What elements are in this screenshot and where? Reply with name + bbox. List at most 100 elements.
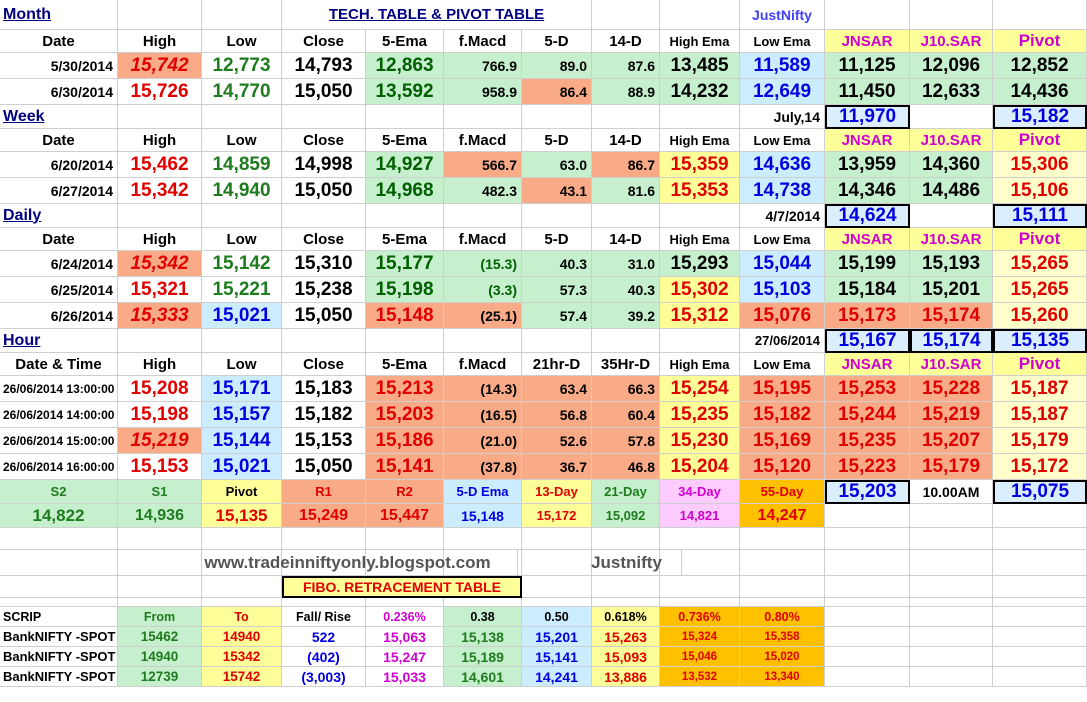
value-j10sar[interactable]: 12,096	[910, 53, 993, 79]
header-high[interactable]: High	[118, 353, 202, 376]
empty-cell[interactable]	[592, 528, 660, 550]
fibo-value-scrip[interactable]: BankNIFTY -SPOT	[0, 647, 118, 667]
empty-cell[interactable]	[282, 204, 366, 228]
empty-cell[interactable]	[282, 550, 366, 576]
empty-cell[interactable]	[660, 329, 740, 353]
empty-cell[interactable]	[910, 647, 993, 667]
fibo-header-f080[interactable]: 0.80%	[740, 607, 825, 627]
fibo-value-f0236[interactable]: 15,033	[366, 667, 444, 687]
empty-cell[interactable]	[282, 329, 366, 353]
pivot-label-5d-ema[interactable]: 5-D Ema	[444, 480, 522, 504]
header-j10sar[interactable]: J10.SAR	[910, 353, 993, 376]
pivot-label-r2[interactable]: R2	[366, 480, 444, 504]
header-high-ema[interactable]: High Ema	[660, 353, 740, 376]
value-date[interactable]: 6/26/2014	[0, 303, 118, 329]
fibo-value-f0736[interactable]: 15,324	[660, 627, 740, 647]
value-5d[interactable]: 57.3	[522, 277, 592, 303]
extra-time[interactable]: 10.00AM	[910, 480, 993, 504]
value-low[interactable]: 14,770	[202, 79, 282, 105]
pivot-label-34-day[interactable]: 34-Day	[660, 480, 740, 504]
empty-cell[interactable]	[202, 576, 282, 598]
header-fmacd[interactable]: f.Macd	[444, 353, 522, 376]
empty-cell[interactable]	[118, 329, 202, 353]
empty-cell[interactable]	[825, 667, 910, 687]
value-fmacd[interactable]: (16.5)	[444, 402, 522, 428]
value-jnsar[interactable]: 15,235	[825, 428, 910, 454]
header-low[interactable]: Low	[202, 228, 282, 251]
hour-summary-pivot[interactable]: 15,135	[993, 329, 1087, 353]
header-jnsar[interactable]: JNSAR	[825, 353, 910, 376]
value-high[interactable]: 15,153	[118, 454, 202, 480]
value-pivot[interactable]: 15,179	[993, 428, 1087, 454]
empty-cell[interactable]	[444, 598, 522, 607]
value-5d[interactable]: 56.8	[522, 402, 592, 428]
header-date[interactable]: Date	[0, 30, 118, 53]
empty-cell[interactable]	[202, 329, 282, 353]
value-high[interactable]: 15,333	[118, 303, 202, 329]
fibo-value-f0736[interactable]: 15,046	[660, 647, 740, 667]
pivot-value-55-day[interactable]: 14,247	[740, 504, 825, 528]
header-j10sar[interactable]: J10.SAR	[910, 30, 993, 53]
empty-cell[interactable]	[993, 598, 1087, 607]
header-jnsar[interactable]: JNSAR	[825, 30, 910, 53]
empty-cell[interactable]	[825, 550, 910, 576]
value-low[interactable]: 15,142	[202, 251, 282, 277]
empty-cell[interactable]	[444, 204, 522, 228]
fibo-value-f080[interactable]: 15,020	[740, 647, 825, 667]
empty-cell[interactable]	[740, 598, 825, 607]
value-low-ema[interactable]: 11,589	[740, 53, 825, 79]
empty-cell[interactable]	[660, 550, 740, 576]
pivot-label-r1[interactable]: R1	[282, 480, 366, 504]
header-close[interactable]: Close	[282, 30, 366, 53]
empty-cell[interactable]	[522, 598, 592, 607]
value-5-ema[interactable]: 15,148	[366, 303, 444, 329]
pivot-label-21-day[interactable]: 21-Day	[592, 480, 660, 504]
fibo-value-f0236[interactable]: 15,247	[366, 647, 444, 667]
empty-cell[interactable]	[592, 0, 660, 30]
header-low-ema[interactable]: Low Ema	[740, 353, 825, 376]
value-j10sar[interactable]: 15,179	[910, 454, 993, 480]
empty-cell[interactable]	[202, 0, 282, 30]
header-fmacd[interactable]: f.Macd	[444, 129, 522, 152]
header-5-ema[interactable]: 5-Ema	[366, 129, 444, 152]
header-fmacd[interactable]: f.Macd	[444, 228, 522, 251]
empty-cell[interactable]	[366, 105, 444, 129]
header-5-ema[interactable]: 5-Ema	[366, 30, 444, 53]
fibo-value-scrip[interactable]: BankNIFTY -SPOT	[0, 667, 118, 687]
value-14d[interactable]: 87.6	[592, 53, 660, 79]
header-jnsar[interactable]: JNSAR	[825, 129, 910, 152]
empty-cell[interactable]	[366, 204, 444, 228]
value-5-ema[interactable]: 13,592	[366, 79, 444, 105]
empty-cell[interactable]	[660, 576, 740, 598]
value-high[interactable]: 15,208	[118, 376, 202, 402]
value-14d[interactable]: 60.4	[592, 402, 660, 428]
header-pivot[interactable]: Pivot	[993, 228, 1087, 251]
value-5-ema[interactable]: 15,198	[366, 277, 444, 303]
fibo-value-f0618[interactable]: 13,886	[592, 667, 660, 687]
value-high[interactable]: 15,342	[118, 251, 202, 277]
empty-cell[interactable]	[118, 598, 202, 607]
value-date[interactable]: 26/06/2014 14:00:00	[0, 402, 118, 428]
value-5-ema[interactable]: 15,186	[366, 428, 444, 454]
empty-cell[interactable]	[993, 607, 1087, 627]
fibo-value-f080[interactable]: 13,340	[740, 667, 825, 687]
extra-jnsar[interactable]: 15,203	[825, 480, 910, 504]
header-5-ema[interactable]: 5-Ema	[366, 353, 444, 376]
value-j10sar[interactable]: 14,486	[910, 178, 993, 204]
pivot-value-s1[interactable]: 14,936	[118, 504, 202, 528]
pivot-value-34-day[interactable]: 14,821	[660, 504, 740, 528]
fibo-value-f0618[interactable]: 15,263	[592, 627, 660, 647]
daily-summary-pivot[interactable]: 15,111	[993, 204, 1087, 228]
value-14d[interactable]: 39.2	[592, 303, 660, 329]
pivot-value-13-day[interactable]: 15,172	[522, 504, 592, 528]
fibo-value-from[interactable]: 14940	[118, 647, 202, 667]
fibo-value-f0236[interactable]: 15,063	[366, 627, 444, 647]
value-high-ema[interactable]: 15,230	[660, 428, 740, 454]
value-close[interactable]: 15,050	[282, 178, 366, 204]
header-14d[interactable]: 14-D	[592, 228, 660, 251]
empty-cell[interactable]	[993, 550, 1087, 576]
empty-cell[interactable]	[202, 204, 282, 228]
pivot-label-s2[interactable]: S2	[0, 480, 118, 504]
empty-cell[interactable]	[118, 528, 202, 550]
header-jnsar[interactable]: JNSAR	[825, 228, 910, 251]
